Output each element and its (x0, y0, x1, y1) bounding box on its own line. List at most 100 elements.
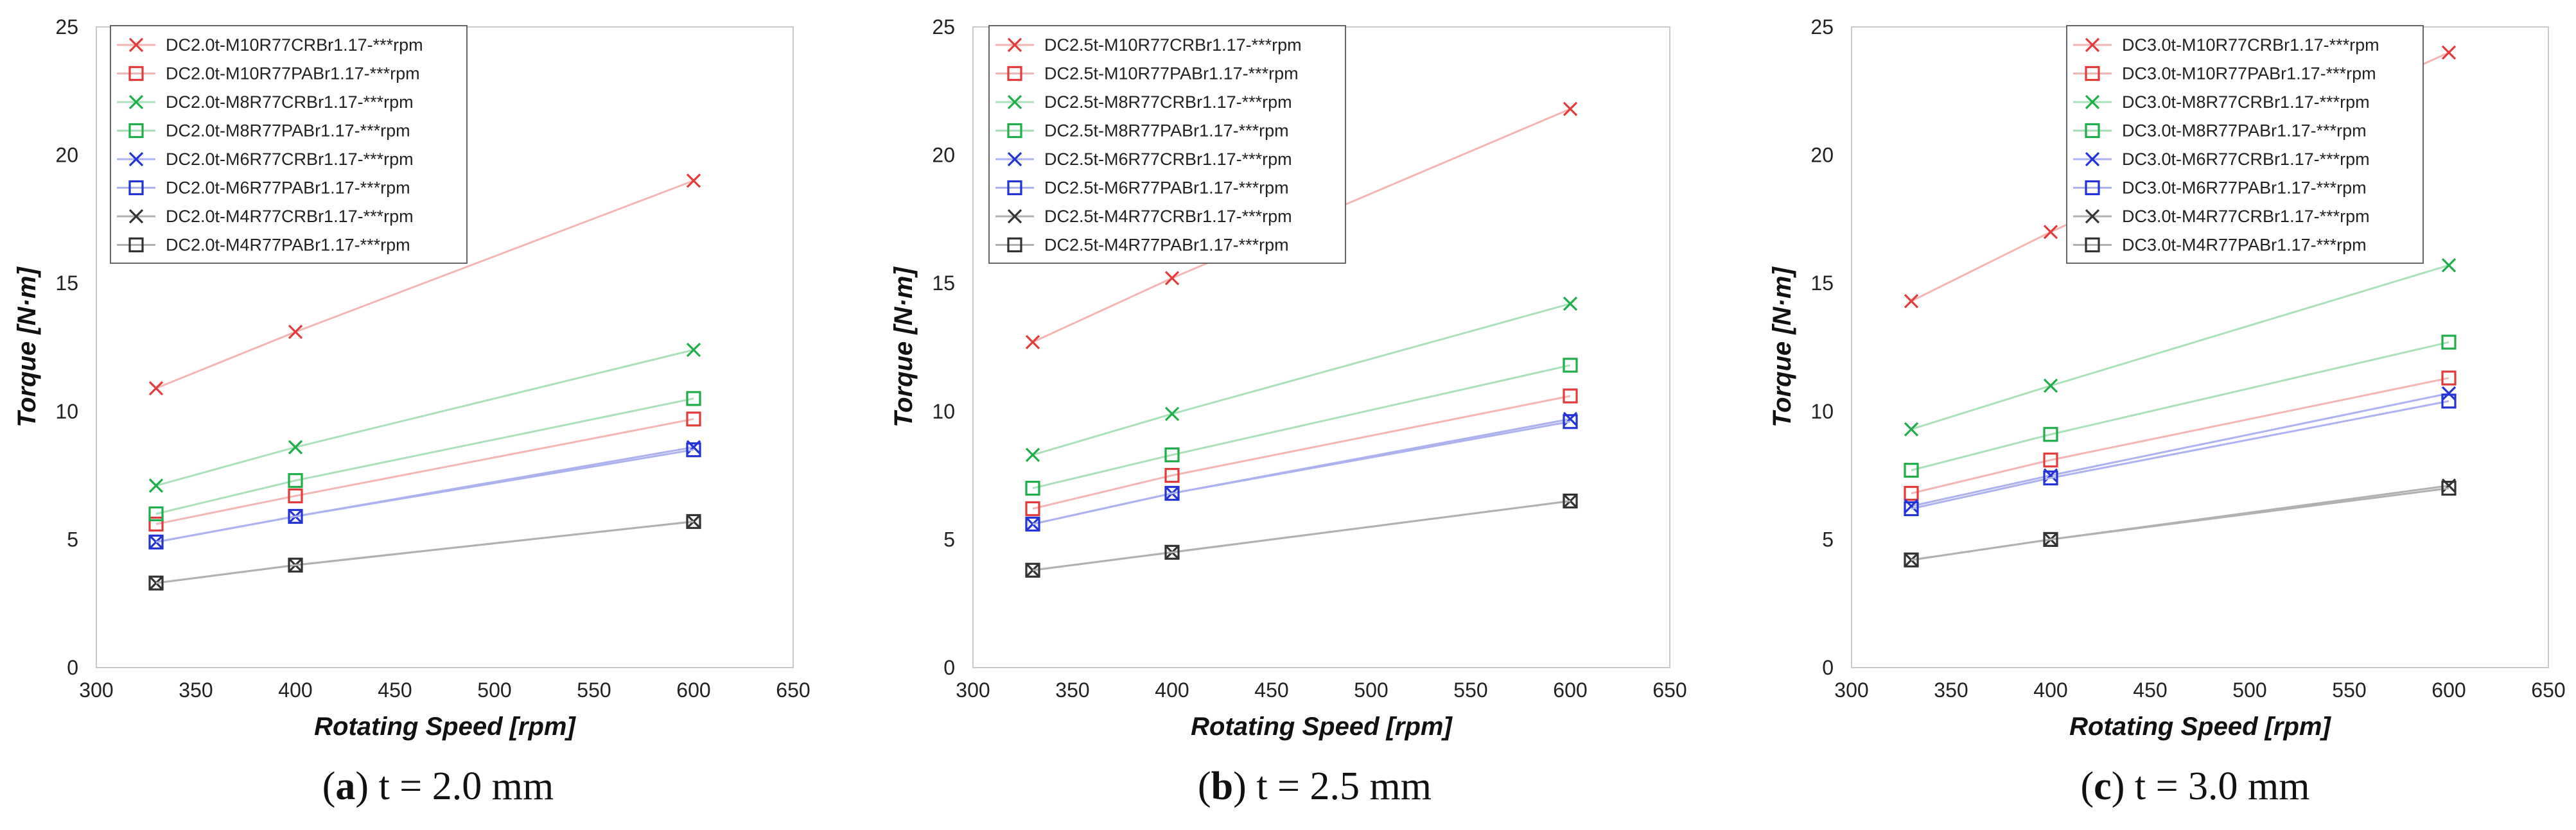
legend-item: DC3.0t-M8R77CRBr1.17-***rpm (2073, 92, 2370, 112)
data-point-marker (148, 381, 164, 396)
legend-label: DC2.0t-M6R77PABr1.17-***rpm (166, 178, 410, 198)
legend-label: DC3.0t-M10R77CRBr1.17-***rpm (2122, 35, 2379, 55)
x-tick-label: 550 (2332, 679, 2366, 702)
data-point-marker (1563, 388, 1578, 404)
y-tick-label: 10 (1810, 400, 1834, 423)
y-tick-label: 0 (943, 656, 955, 679)
legend-label: DC3.0t-M6R77PABr1.17-***rpm (2122, 178, 2367, 198)
x-tick-label: 450 (1254, 679, 1288, 702)
data-point-marker (288, 488, 303, 504)
y-tick-label: 15 (1810, 272, 1834, 295)
y-tick-label: 10 (932, 400, 955, 423)
data-point-marker (1164, 544, 1180, 560)
legend-label: DC3.0t-M6R77CRBr1.17-***rpm (2122, 150, 2370, 169)
x-axis-label: Rotating Speed [rpm] (314, 713, 576, 741)
legend-item: DC2.0t-M6R77CRBr1.17-***rpm (117, 150, 414, 169)
legend-label: DC3.0t-M10R77PABr1.17-***rpm (2122, 64, 2376, 83)
y-tick-label: 10 (55, 400, 78, 423)
series-line (155, 397, 694, 515)
caption-letter: b (1211, 765, 1233, 808)
y-axis-label: Torque [N·m] (1768, 266, 1796, 428)
data-point-marker (288, 440, 303, 454)
legend-label: DC2.0t-M8R77CRBr1.17-***rpm (166, 92, 414, 112)
x-tick-label: 350 (1055, 679, 1089, 702)
legend-label: DC2.0t-M4R77CRBr1.17-***rpm (166, 207, 414, 226)
x-tick-label: 400 (1155, 679, 1189, 702)
data-point-marker (1164, 271, 1180, 286)
series-DC2.0t-M6R77PABr1.17-***rpm (148, 442, 701, 549)
legend-box (2066, 25, 2424, 264)
legend-label: DC2.5t-M10R77CRBr1.17-***rpm (1044, 35, 1302, 55)
x-tick-label: 550 (1453, 679, 1487, 702)
x-tick-label: 600 (676, 679, 710, 702)
y-tick-label: 20 (55, 144, 78, 167)
y-tick-label: 15 (932, 272, 955, 295)
legend-item: DC2.0t-M10R77PABr1.17-***rpm (117, 64, 420, 83)
series-DC2.5t-M8R77CRBr1.17-***rpm (1025, 297, 1578, 462)
series-DC3.0t-M6R77CRBr1.17-***rpm (1904, 386, 2457, 514)
data-point-marker (288, 508, 303, 524)
legend-label: DC2.5t-M4R77CRBr1.17-***rpm (1044, 207, 1292, 226)
series-DC2.5t-M6R77CRBr1.17-***rpm (1025, 411, 1578, 532)
x-tick-label: 550 (577, 679, 611, 702)
y-axis-label: Torque [N·m] (13, 266, 41, 428)
legend-marker (1007, 151, 1022, 167)
series-DC2.0t-M4R77CRBr1.17-***rpm (148, 514, 701, 591)
y-tick-label: 20 (1810, 144, 1834, 167)
chart-panel-b: 300 350 400 450 500 550 600 650 0 5 10 15 20 25 Rotati… (889, 15, 1687, 808)
series-DC3.0t-M4R77PABr1.17-***rpm (1904, 480, 2457, 567)
data-point-marker (148, 575, 164, 591)
legend-item: DC2.0t-M6R77PABr1.17-***rpm (117, 178, 410, 198)
legend-item: DC3.0t-M8R77PABr1.17-***rpm (2073, 121, 2367, 141)
data-point-marker (1563, 297, 1578, 311)
series-line (1032, 500, 1571, 571)
x-axis-label: Rotating Speed [rpm] (2069, 713, 2331, 741)
y-axis-label: Torque [N·m] (889, 266, 918, 428)
series-line (155, 349, 694, 487)
legend-label: DC2.0t-M10R77CRBr1.17-***rpm (166, 35, 423, 55)
data-point-marker (686, 173, 701, 188)
data-point-marker (148, 516, 164, 532)
data-point-marker (2441, 258, 2457, 273)
y-tick-label: 5 (67, 528, 78, 551)
panel-caption: (c) t = 3.0 mm (2081, 765, 2310, 808)
series-line (1032, 302, 1571, 456)
caption-letter: a (335, 765, 355, 808)
data-point-marker (1904, 501, 1919, 517)
series-DC2.0t-M8R77PABr1.17-***rpm (148, 391, 701, 522)
legend-marker (2085, 123, 2100, 139)
panel-caption: (a) t = 2.0 mm (322, 765, 554, 808)
legend-marker (128, 151, 144, 167)
series-line (1032, 420, 1571, 525)
legend-item: DC2.5t-M6R77CRBr1.17-***rpm (995, 150, 1292, 169)
legend-label: DC2.5t-M10R77PABr1.17-***rpm (1044, 64, 1299, 83)
data-point-marker (1904, 294, 1919, 309)
data-point-marker (1164, 406, 1180, 421)
caption-text: t = 2.5 mm (1256, 765, 1432, 808)
x-tick-label: 600 (1553, 679, 1587, 702)
legend-label: DC3.0t-M4R77CRBr1.17-***rpm (2122, 207, 2370, 226)
data-point-marker (1164, 485, 1180, 501)
legend-label: DC2.5t-M6R77CRBr1.17-***rpm (1044, 150, 1292, 169)
legend-label: DC2.5t-M8R77PABr1.17-***rpm (1044, 121, 1289, 141)
data-point-marker (1904, 552, 1919, 567)
series-DC2.0t-M8R77CRBr1.17-***rpm (148, 342, 701, 493)
series-line (1911, 377, 2449, 495)
y-tick-label: 0 (67, 656, 78, 679)
legend-item: DC3.0t-M6R77PABr1.17-***rpm (2073, 178, 2367, 198)
legend-label: DC3.0t-M8R77CRBr1.17-***rpm (2122, 92, 2370, 112)
legend-item: DC3.0t-M4R77PABr1.17-***rpm (2073, 236, 2367, 255)
data-point-marker (1025, 447, 1040, 462)
series-line (1911, 487, 2449, 561)
legend-marker (128, 94, 144, 110)
legend-label: DC2.0t-M8R77PABr1.17-***rpm (166, 121, 410, 141)
data-point-marker (686, 342, 701, 358)
legend-item: DC2.5t-M8R77CRBr1.17-***rpm (995, 92, 1292, 112)
legend-box (110, 25, 468, 264)
x-tick-label: 400 (2033, 679, 2067, 702)
caption-text: t = 2.0 mm (379, 765, 554, 808)
legend-item: DC2.0t-M4R77PABr1.17-***rpm (117, 236, 410, 255)
data-point-marker (2043, 532, 2058, 548)
x-tick-label: 500 (1354, 679, 1388, 702)
